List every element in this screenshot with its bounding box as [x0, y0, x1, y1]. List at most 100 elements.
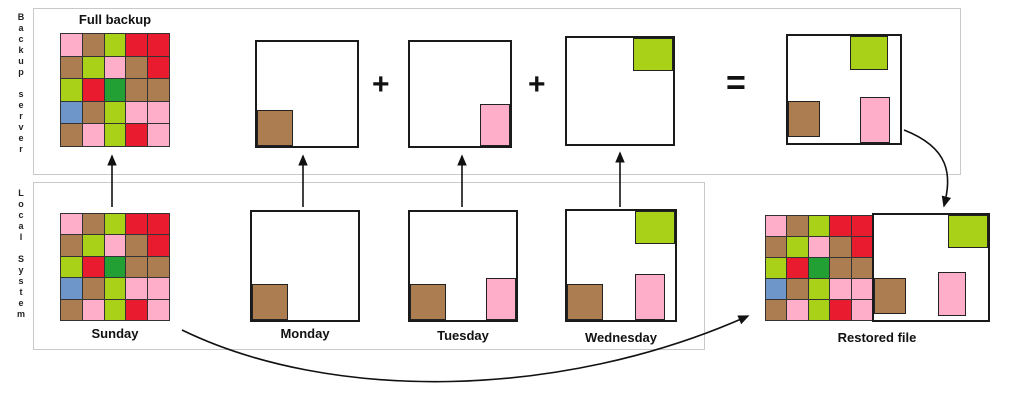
- backup-server-label: Backup server: [16, 12, 26, 155]
- grid-cell: [148, 34, 169, 56]
- grid-cell: [787, 216, 808, 236]
- grid-cell: [808, 300, 830, 320]
- pink-changed-block: [486, 278, 516, 320]
- grid-cell: [82, 299, 104, 320]
- grid-cell: [126, 101, 148, 124]
- grid-cell: [851, 300, 872, 320]
- grid-cell: [104, 101, 126, 124]
- grid-cell: [148, 299, 169, 320]
- grid-cell: [126, 34, 148, 56]
- grid-cell: [148, 56, 169, 79]
- grid-cell: [61, 124, 82, 146]
- grid-cell: [851, 279, 872, 299]
- grid-cell: [830, 237, 851, 257]
- grid-cell: [82, 34, 104, 56]
- grid-cell: [148, 214, 169, 235]
- brown-changed-block: [567, 284, 603, 320]
- brown-changed-block: [257, 110, 293, 146]
- grid-cell: [787, 258, 808, 278]
- grid-cell: [61, 214, 82, 235]
- grid-cell: [61, 34, 82, 56]
- grid-cell: [787, 237, 808, 257]
- grid-cell: [126, 256, 148, 278]
- grid-cell: [126, 124, 148, 146]
- grid-cell: [82, 214, 104, 235]
- grid-cell: [148, 79, 169, 101]
- sunday-label: Sunday: [91, 326, 139, 341]
- grid-cell: [82, 278, 104, 299]
- grid-cell: [61, 235, 82, 256]
- equals-operator: =: [726, 64, 746, 102]
- grid-cell: [851, 216, 872, 236]
- grid-cell: [851, 258, 872, 278]
- grid-cell: [766, 216, 787, 236]
- grid-cell: [126, 56, 148, 79]
- full-backup-label: Full backup: [78, 12, 152, 27]
- restored-file-increments-box: [872, 213, 990, 322]
- grid-cell: [104, 124, 126, 146]
- grid-cell: [126, 235, 148, 256]
- combined-increments-box: [786, 34, 902, 145]
- brown-changed-block: [410, 284, 446, 320]
- grid-cell: [104, 278, 126, 299]
- grid-cell: [830, 216, 851, 236]
- grid-cell: [82, 101, 104, 124]
- grid-cell: [126, 214, 148, 235]
- grid-cell: [82, 235, 104, 256]
- sunday-full-file-grid: [60, 213, 170, 321]
- lime-changed-block: [633, 38, 673, 71]
- restored-file-grid: [765, 215, 873, 321]
- grid-cell: [126, 299, 148, 320]
- grid-cell: [61, 299, 82, 320]
- grid-cell: [851, 237, 872, 257]
- pink-changed-block: [938, 272, 966, 316]
- grid-cell: [808, 216, 830, 236]
- full-backup-grid: [60, 33, 170, 147]
- pink-changed-block: [480, 104, 510, 146]
- grid-cell: [82, 56, 104, 79]
- grid-cell: [104, 56, 126, 79]
- grid-cell: [148, 101, 169, 124]
- tuesday-label: Tuesday: [437, 328, 489, 343]
- grid-cell: [808, 237, 830, 257]
- lime-changed-block: [635, 211, 675, 244]
- wednesday-local-file-box: [565, 209, 677, 322]
- grid-cell: [82, 124, 104, 146]
- grid-cell: [104, 235, 126, 256]
- grid-cell: [830, 279, 851, 299]
- pink-changed-block: [860, 97, 890, 143]
- lime-changed-block: [850, 36, 888, 70]
- grid-cell: [808, 279, 830, 299]
- wednesday-incremental-backup-box: [565, 36, 675, 146]
- grid-cell: [126, 79, 148, 101]
- grid-cell: [82, 79, 104, 101]
- wednesday-label: Wednesday: [584, 330, 657, 345]
- grid-cell: [766, 258, 787, 278]
- grid-cell: [148, 278, 169, 299]
- grid-cell: [766, 237, 787, 257]
- lime-changed-block: [948, 215, 988, 248]
- plus-operator: +: [372, 68, 390, 101]
- brown-changed-block: [788, 101, 820, 137]
- grid-cell: [830, 300, 851, 320]
- monday-incremental-backup-box: [255, 40, 359, 148]
- grid-cell: [766, 300, 787, 320]
- pink-changed-block: [635, 274, 665, 320]
- tuesday-local-file-box: [408, 210, 518, 322]
- grid-cell: [787, 279, 808, 299]
- grid-cell: [104, 299, 126, 320]
- grid-cell: [61, 79, 82, 101]
- grid-cell: [104, 34, 126, 56]
- tuesday-incremental-backup-box: [408, 40, 512, 148]
- grid-cell: [126, 278, 148, 299]
- brown-changed-block: [874, 278, 906, 314]
- monday-label: Monday: [280, 326, 330, 341]
- grid-cell: [148, 256, 169, 278]
- grid-cell: [148, 235, 169, 256]
- grid-cell: [830, 258, 851, 278]
- grid-cell: [148, 124, 169, 146]
- monday-local-file-box: [250, 210, 360, 322]
- grid-cell: [61, 278, 82, 299]
- grid-cell: [104, 79, 126, 101]
